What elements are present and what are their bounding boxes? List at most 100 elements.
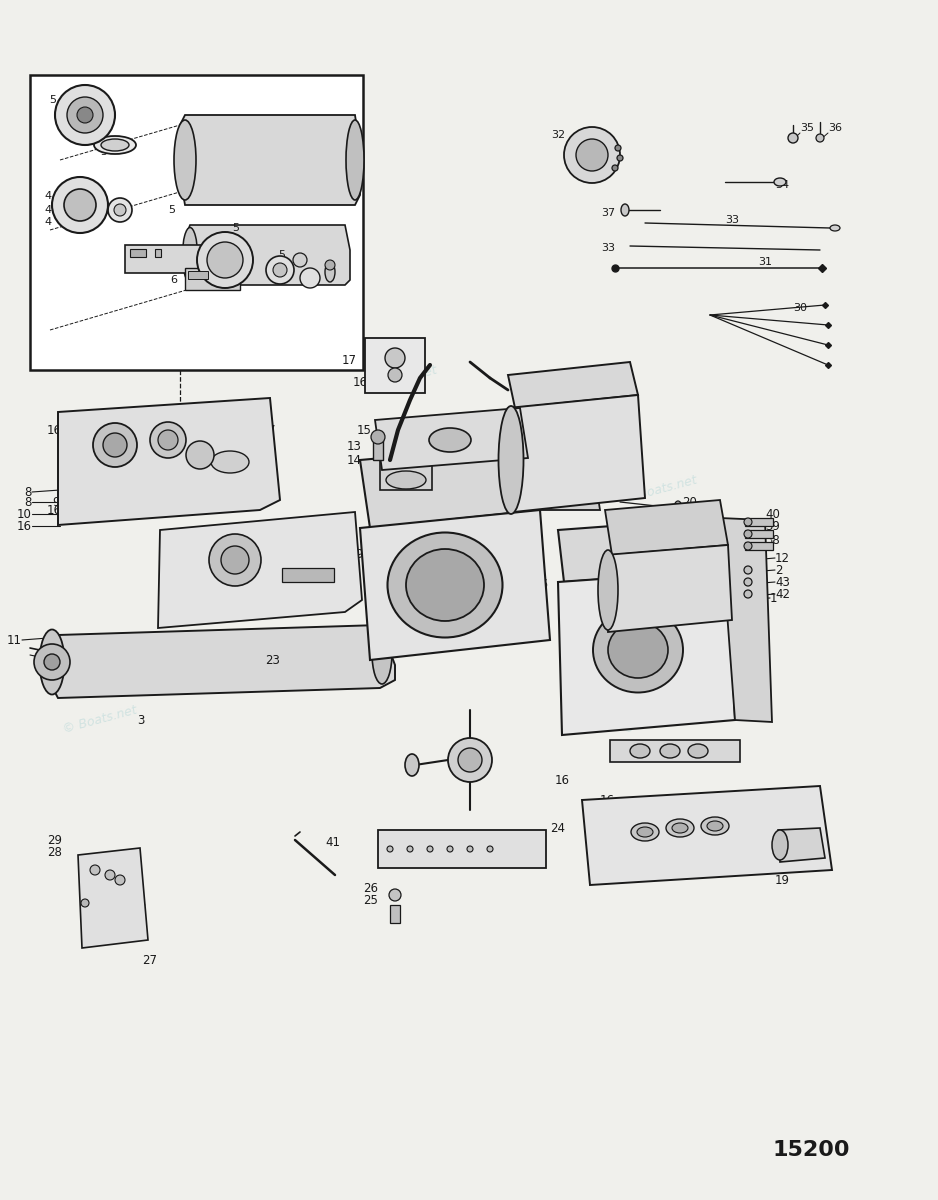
Circle shape bbox=[325, 260, 335, 270]
Polygon shape bbox=[360, 510, 550, 660]
Ellipse shape bbox=[39, 630, 65, 695]
Circle shape bbox=[458, 748, 482, 772]
Text: 42: 42 bbox=[775, 588, 790, 600]
Text: 38: 38 bbox=[765, 534, 779, 546]
Text: 1: 1 bbox=[770, 592, 778, 605]
Text: 43: 43 bbox=[775, 576, 790, 588]
Circle shape bbox=[300, 268, 320, 288]
Text: 33: 33 bbox=[725, 215, 739, 226]
Ellipse shape bbox=[772, 830, 788, 860]
Bar bbox=[378, 830, 546, 868]
Bar bbox=[745, 530, 773, 538]
Text: 16: 16 bbox=[353, 376, 368, 389]
Text: © Boats.net: © Boats.net bbox=[622, 474, 699, 506]
Text: 12A: 12A bbox=[720, 793, 743, 806]
Ellipse shape bbox=[707, 821, 723, 830]
Text: 8: 8 bbox=[24, 496, 32, 509]
Text: 14: 14 bbox=[347, 454, 362, 467]
Text: 35: 35 bbox=[800, 122, 814, 133]
Circle shape bbox=[77, 107, 93, 122]
Circle shape bbox=[64, 188, 96, 221]
Polygon shape bbox=[720, 518, 772, 722]
Circle shape bbox=[447, 846, 453, 852]
Circle shape bbox=[221, 546, 249, 574]
Text: 21: 21 bbox=[682, 510, 697, 523]
Ellipse shape bbox=[183, 228, 198, 282]
Circle shape bbox=[114, 204, 126, 216]
Polygon shape bbox=[558, 570, 735, 734]
Circle shape bbox=[103, 433, 127, 457]
Bar bbox=[745, 542, 773, 550]
Ellipse shape bbox=[701, 817, 729, 835]
Circle shape bbox=[105, 870, 115, 880]
Text: 9: 9 bbox=[355, 548, 362, 562]
Text: 4: 4 bbox=[45, 217, 52, 227]
Circle shape bbox=[44, 654, 60, 670]
Polygon shape bbox=[158, 512, 362, 628]
Text: 13: 13 bbox=[347, 440, 362, 454]
Circle shape bbox=[67, 97, 103, 133]
Text: 15200: 15200 bbox=[773, 1140, 850, 1159]
Polygon shape bbox=[605, 500, 728, 554]
Ellipse shape bbox=[666, 818, 694, 838]
Ellipse shape bbox=[211, 451, 249, 473]
Text: 6: 6 bbox=[170, 275, 177, 284]
Text: 15: 15 bbox=[357, 424, 372, 437]
Polygon shape bbox=[508, 362, 638, 408]
Polygon shape bbox=[360, 445, 540, 528]
Polygon shape bbox=[185, 226, 350, 284]
Text: 16: 16 bbox=[534, 578, 549, 592]
Ellipse shape bbox=[672, 823, 688, 833]
Circle shape bbox=[612, 164, 618, 170]
Circle shape bbox=[387, 846, 393, 852]
Text: 7: 7 bbox=[268, 424, 276, 437]
Text: 24: 24 bbox=[550, 822, 565, 834]
Circle shape bbox=[158, 430, 178, 450]
Text: 32: 32 bbox=[551, 130, 565, 140]
Bar bbox=[185, 268, 240, 290]
Circle shape bbox=[81, 899, 89, 907]
Polygon shape bbox=[605, 545, 732, 632]
Circle shape bbox=[487, 846, 493, 852]
Ellipse shape bbox=[630, 744, 650, 758]
Circle shape bbox=[371, 430, 385, 444]
Ellipse shape bbox=[386, 470, 426, 490]
Circle shape bbox=[816, 134, 824, 142]
Ellipse shape bbox=[688, 744, 708, 758]
Text: 17: 17 bbox=[342, 354, 357, 366]
Text: 37: 37 bbox=[601, 208, 615, 218]
Ellipse shape bbox=[774, 178, 786, 186]
Bar bbox=[130, 248, 146, 257]
Text: 18: 18 bbox=[730, 856, 745, 869]
Circle shape bbox=[207, 242, 243, 278]
Text: 5: 5 bbox=[168, 205, 175, 215]
Text: 5: 5 bbox=[232, 223, 239, 233]
Polygon shape bbox=[58, 398, 280, 526]
Polygon shape bbox=[582, 786, 832, 886]
Circle shape bbox=[108, 198, 132, 222]
Circle shape bbox=[389, 889, 401, 901]
Bar bbox=[390, 905, 400, 923]
Circle shape bbox=[744, 518, 752, 526]
Text: © Boats.net: © Boats.net bbox=[622, 704, 699, 736]
Text: 36: 36 bbox=[828, 122, 842, 133]
Circle shape bbox=[448, 738, 492, 782]
Polygon shape bbox=[558, 518, 728, 582]
Text: 28: 28 bbox=[47, 846, 62, 858]
Circle shape bbox=[744, 530, 752, 538]
Bar bbox=[282, 568, 334, 582]
Text: 5: 5 bbox=[278, 250, 285, 260]
Ellipse shape bbox=[674, 502, 682, 515]
Circle shape bbox=[90, 865, 100, 875]
Ellipse shape bbox=[598, 550, 618, 630]
Text: 31: 31 bbox=[758, 257, 772, 266]
Circle shape bbox=[615, 145, 621, 151]
Text: 16: 16 bbox=[47, 504, 62, 516]
Ellipse shape bbox=[325, 262, 335, 282]
Circle shape bbox=[744, 566, 752, 574]
Circle shape bbox=[273, 263, 287, 277]
Text: 16: 16 bbox=[555, 774, 570, 786]
Ellipse shape bbox=[372, 622, 392, 684]
Bar bbox=[745, 518, 773, 526]
Text: 5: 5 bbox=[100, 146, 107, 157]
